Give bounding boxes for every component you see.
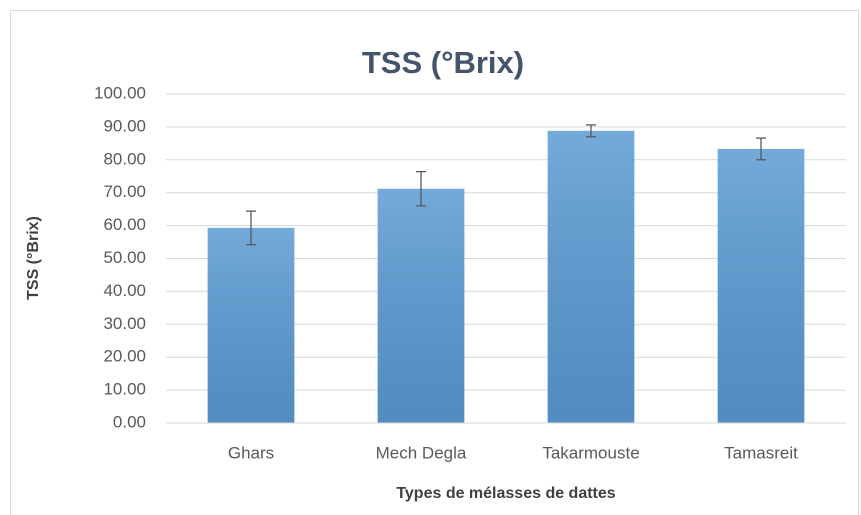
error-bar	[416, 170, 426, 207]
y-tick-label: 0.00	[113, 412, 146, 431]
y-tick-label: 20.00	[103, 347, 146, 366]
error-bar	[246, 210, 256, 246]
error-bar	[756, 137, 766, 161]
chart-title: TSS (°Brix)	[362, 45, 524, 80]
bar-shade	[207, 227, 295, 423]
x-axis-label: Types de mélasses de dattes	[396, 485, 615, 502]
y-tick-label: 40.00	[103, 281, 146, 300]
x-tick-label: Takarmouste	[542, 443, 639, 462]
y-tick-label: 30.00	[103, 314, 146, 333]
x-tick-label: Ghars	[228, 443, 274, 462]
bar-shade	[377, 188, 465, 423]
y-tick-label: 50.00	[103, 248, 146, 267]
x-tick-label: Tamasreit	[724, 443, 798, 462]
x-tick-label: Mech Degla	[376, 443, 467, 462]
y-tick-label: 90.00	[103, 116, 146, 135]
y-tick-label: 100.00	[94, 83, 146, 102]
bar-shade	[717, 148, 805, 423]
y-tick-label: 10.00	[103, 380, 146, 399]
y-tick-label: 70.00	[103, 182, 146, 201]
y-tick-label: 60.00	[103, 215, 146, 234]
y-tick-label: 80.00	[103, 149, 146, 168]
bar-shade	[547, 130, 635, 423]
y-axis-label: TSS (°Brix)	[25, 216, 42, 300]
error-bar	[586, 124, 596, 138]
